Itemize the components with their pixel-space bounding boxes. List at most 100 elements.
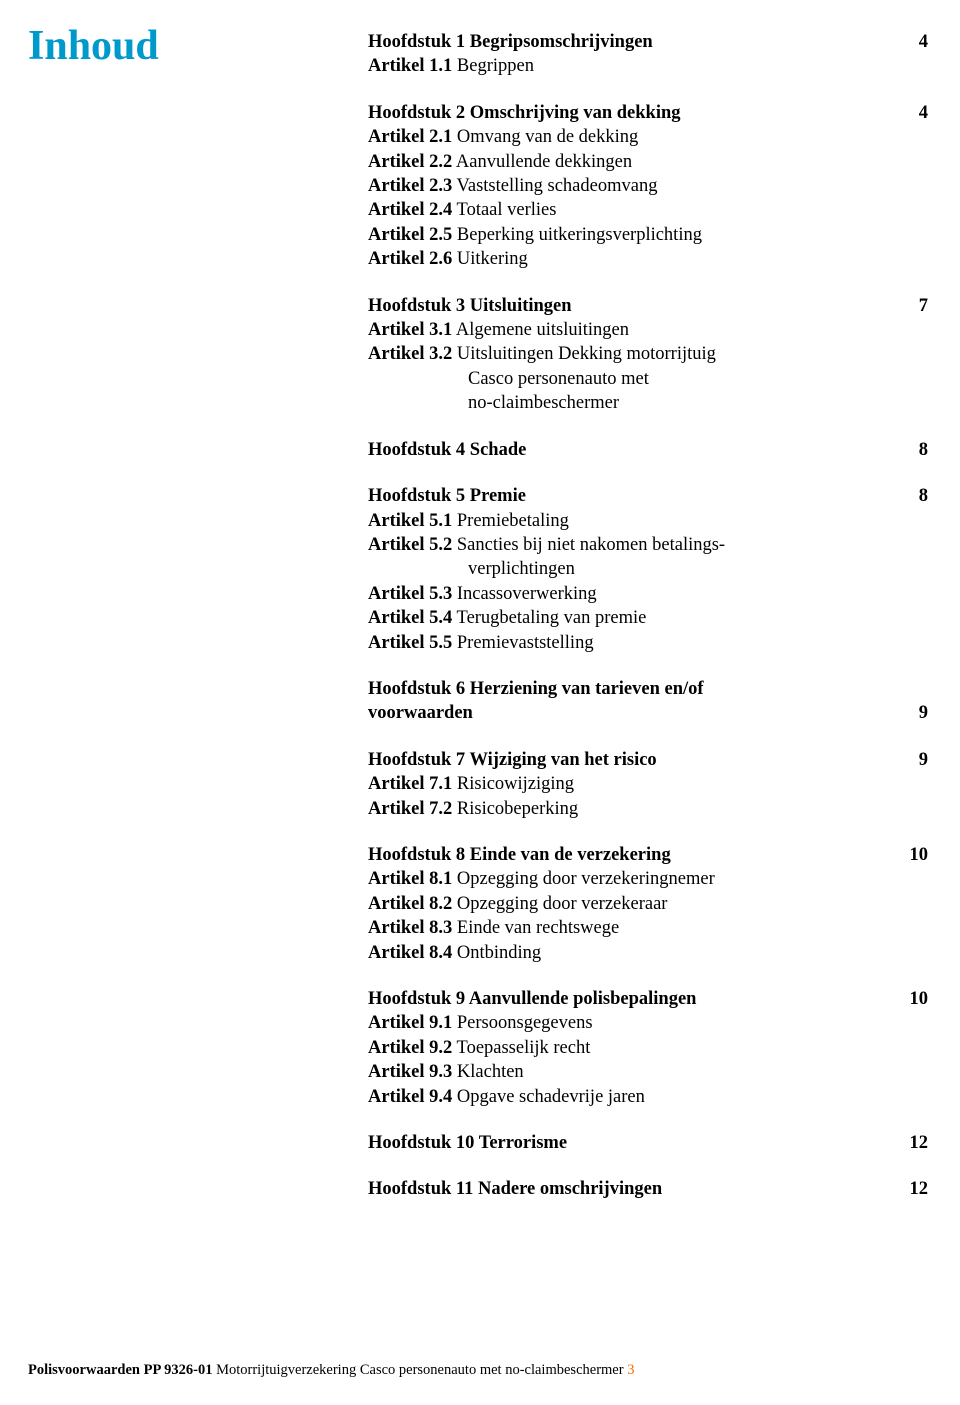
chapter-page: 4: [899, 101, 928, 125]
article-line: Artikel 2.2 Aanvullende dekkingen: [368, 150, 928, 174]
chapter-heading: Hoofdstuk 9 Aanvullende polisbepalingen …: [368, 987, 928, 1011]
chapter-heading: Hoofdstuk 1 Begripsomschrijvingen 4: [368, 30, 928, 54]
article-label: Artikel 2.5: [368, 225, 452, 245]
chapter-heading: Hoofdstuk 5 Premie 8: [368, 484, 928, 508]
article-text: Opgave schadevrije jaren: [452, 1087, 645, 1107]
article-text: Beperking uitkeringsverplichting: [452, 225, 702, 245]
toc-section: Hoofdstuk 10 Terrorisme 12: [368, 1131, 928, 1155]
article-line: Artikel 5.2 Sancties bij niet nakomen be…: [368, 533, 928, 557]
article-label: Artikel 9.1: [368, 1013, 452, 1033]
toc-section: Hoofdstuk 6 Herziening van tarieven en/o…: [368, 677, 928, 726]
article-line: Artikel 2.6 Uitkering: [368, 247, 928, 271]
article-label: Artikel 5.3: [368, 584, 452, 604]
chapter-page: 9: [899, 701, 928, 725]
article-label: Artikel 2.4: [368, 200, 452, 220]
chapter-heading: Hoofdstuk 3 Uitsluitingen 7: [368, 294, 928, 318]
article-text: Terugbetaling van premie: [452, 608, 646, 628]
article-line: Artikel 7.2 Risicobeperking: [368, 797, 928, 821]
article-label: Artikel 2.6: [368, 249, 452, 269]
chapter-heading: Hoofdstuk 11 Nadere omschrijvingen 12: [368, 1177, 928, 1201]
article-line: Artikel 2.1 Omvang van de dekking: [368, 125, 928, 149]
article-continuation: no-claimbeschermer: [368, 391, 928, 415]
article-text: Incassoverwerking: [452, 584, 596, 604]
chapter-page: 12: [890, 1131, 929, 1155]
chapter-heading: Hoofdstuk 4 Schade 8: [368, 438, 928, 462]
article-text: Premiebetaling: [452, 511, 569, 531]
article-continuation: Casco personenauto met: [368, 367, 928, 391]
chapter-page: 8: [899, 438, 928, 462]
article-label: Artikel 8.1: [368, 869, 452, 889]
article-line: Artikel 2.5 Beperking uitkeringsverplich…: [368, 223, 928, 247]
article-line: Artikel 9.3 Klachten: [368, 1060, 928, 1084]
chapter-title: Hoofdstuk 5 Premie: [368, 484, 526, 508]
article-text: Premievaststelling: [452, 633, 593, 653]
chapter-page: 7: [899, 294, 928, 318]
article-line: Artikel 8.1 Opzegging door verzekeringne…: [368, 867, 928, 891]
chapter-page: 10: [890, 987, 929, 1011]
article-label: Artikel 5.5: [368, 633, 452, 653]
footer-page-number: 3: [627, 1362, 634, 1378]
article-line: Artikel 8.4 Ontbinding: [368, 941, 928, 965]
article-label: Artikel 8.2: [368, 894, 452, 914]
chapter-title: Hoofdstuk 10 Terrorisme: [368, 1131, 567, 1155]
article-text: Opzegging door verzekeringnemer: [452, 869, 715, 889]
page-footer: Polisvoorwaarden PP 9326-01 Motorrijtuig…: [28, 1362, 634, 1379]
chapter-page: 9: [899, 748, 928, 772]
toc-section: Hoofdstuk 11 Nadere omschrijvingen 12: [368, 1177, 928, 1201]
chapter-title: Hoofdstuk 1 Begripsomschrijvingen: [368, 30, 653, 54]
article-label: Artikel 2.2: [368, 152, 452, 172]
article-label: Artikel 3.1: [368, 320, 452, 340]
toc-section: Hoofdstuk 5 Premie 8 Artikel 5.1 Premieb…: [368, 484, 928, 655]
toc-section: Hoofdstuk 7 Wijziging van het risico 9 A…: [368, 748, 928, 821]
article-line: Artikel 2.4 Totaal verlies: [368, 198, 928, 222]
chapter-title: Hoofdstuk 9 Aanvullende polisbepalingen: [368, 987, 696, 1011]
chapter-heading: voorwaarden 9: [368, 701, 928, 725]
article-text: Omvang van de dekking: [452, 127, 638, 147]
article-label: Artikel 9.2: [368, 1038, 452, 1058]
article-text: Aanvullende dekkingen: [452, 152, 632, 172]
article-line: Artikel 5.1 Premiebetaling: [368, 509, 928, 533]
chapter-page: 10: [890, 843, 929, 867]
chapter-heading: Hoofdstuk 7 Wijziging van het risico 9: [368, 748, 928, 772]
article-line: Artikel 5.3 Incassoverwerking: [368, 582, 928, 606]
footer-text: Motorrijtuigverzekering Casco personenau…: [216, 1362, 627, 1378]
chapter-page: 8: [899, 484, 928, 508]
article-label: Artikel 8.4: [368, 943, 452, 963]
toc-section: Hoofdstuk 4 Schade 8: [368, 438, 928, 462]
toc-section: Hoofdstuk 3 Uitsluitingen 7 Artikel 3.1 …: [368, 294, 928, 416]
article-text: Begrippen: [452, 56, 534, 76]
article-label: Artikel 9.4: [368, 1087, 452, 1107]
article-text: Opzegging door verzekeraar: [452, 894, 667, 914]
chapter-heading: Hoofdstuk 2 Omschrijving van dekking 4: [368, 101, 928, 125]
chapter-heading: Hoofdstuk 10 Terrorisme 12: [368, 1131, 928, 1155]
article-line: Artikel 3.2 Uitsluitingen Dekking motorr…: [368, 342, 928, 366]
article-label: Artikel 1.1: [368, 56, 452, 76]
toc-section: Hoofdstuk 8 Einde van de verzekering 10 …: [368, 843, 928, 965]
toc-section: Hoofdstuk 2 Omschrijving van dekking 4 A…: [368, 101, 928, 272]
article-text: Sancties bij niet nakomen betalings-: [452, 535, 725, 555]
chapter-page: 12: [890, 1177, 929, 1201]
article-text: Algemene uitsluitingen: [452, 320, 629, 340]
article-label: Artikel 5.2: [368, 535, 452, 555]
article-continuation: verplichtingen: [368, 557, 928, 581]
article-label: Artikel 2.1: [368, 127, 452, 147]
chapter-title: Hoofdstuk 8 Einde van de verzekering: [368, 843, 671, 867]
article-line: Artikel 9.2 Toepasselijk recht: [368, 1036, 928, 1060]
article-text: Risicowijziging: [452, 774, 574, 794]
article-label: Artikel 7.1: [368, 774, 452, 794]
chapter-title-line1: Hoofdstuk 6 Herziening van tarieven en/o…: [368, 677, 928, 701]
article-text: Risicobeperking: [452, 799, 578, 819]
chapter-heading: Hoofdstuk 8 Einde van de verzekering 10: [368, 843, 928, 867]
article-line: Artikel 5.5 Premievaststelling: [368, 631, 928, 655]
article-text: Totaal verlies: [452, 200, 556, 220]
page-title: Inhoud: [28, 22, 159, 70]
chapter-title: Hoofdstuk 7 Wijziging van het risico: [368, 748, 657, 772]
article-text: Toepasselijk recht: [452, 1038, 590, 1058]
article-line: Artikel 2.3 Vaststelling schadeomvang: [368, 174, 928, 198]
chapter-title: Hoofdstuk 2 Omschrijving van dekking: [368, 101, 681, 125]
article-line: Artikel 5.4 Terugbetaling van premie: [368, 606, 928, 630]
article-line: Artikel 9.4 Opgave schadevrije jaren: [368, 1085, 928, 1109]
toc-section: Hoofdstuk 9 Aanvullende polisbepalingen …: [368, 987, 928, 1109]
article-text: Einde van rechtswege: [452, 918, 619, 938]
article-label: Artikel 7.2: [368, 799, 452, 819]
